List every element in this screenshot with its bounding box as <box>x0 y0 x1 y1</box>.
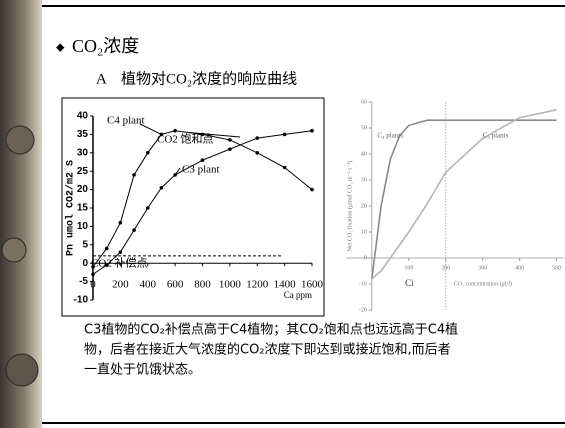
x-tick-label: 1200 <box>246 279 269 291</box>
x-axis-label: CO₂ concentration (μl/l) <box>454 280 512 287</box>
series-label: C4 plant <box>107 115 145 127</box>
annotation: Ci <box>405 278 414 288</box>
point <box>173 129 177 133</box>
point <box>255 136 259 140</box>
point <box>105 247 109 251</box>
point <box>201 158 205 162</box>
x-tick-label: 400 <box>515 265 524 271</box>
point <box>283 133 287 137</box>
y-tick-label: 40 <box>77 111 89 122</box>
y-tick-label: 10 <box>361 229 367 235</box>
point <box>119 250 123 254</box>
point <box>160 186 164 190</box>
point <box>132 228 136 232</box>
point <box>105 263 109 267</box>
bullet-mark: ◆ <box>56 42 65 54</box>
y-tick-label: 60 <box>361 99 367 105</box>
series-label: C3 plant <box>182 164 220 176</box>
y-tick-label: 40 <box>361 151 367 157</box>
series-label: C₃ plants <box>483 131 509 139</box>
point <box>146 151 150 155</box>
series-line <box>372 120 557 279</box>
point <box>255 151 259 155</box>
x-tick-label: 0 <box>90 279 96 291</box>
y-tick-label: -10 <box>74 295 89 306</box>
decor <box>6 126 34 154</box>
y-axis-label: Net CO₂ fixation (μmol CO₂ m⁻² s⁻¹) <box>346 161 353 252</box>
point <box>310 188 314 192</box>
x-tick-label: 1000 <box>219 279 242 291</box>
point <box>91 272 95 276</box>
y-tick-label: -20 <box>359 307 367 313</box>
point <box>119 221 123 225</box>
x-axis-label: Ca ppm <box>284 290 312 300</box>
y-tick-label: 20 <box>361 203 367 209</box>
y-tick-label: 0 <box>82 258 88 269</box>
point <box>91 265 95 269</box>
x-tick-label: 800 <box>194 279 211 291</box>
point <box>146 206 150 210</box>
x-tick-label: 1600 <box>301 279 324 291</box>
point <box>228 147 232 151</box>
caption-line: 一直处于饥饿状态。 <box>84 363 201 378</box>
y-tick-label: -5 <box>79 276 88 287</box>
decor <box>2 238 26 262</box>
x-tick-label: 400 <box>140 279 157 291</box>
x-tick-label: 300 <box>478 265 487 271</box>
y-tick-label: -10 <box>359 281 367 287</box>
point <box>310 129 314 133</box>
x-tick-label: 600 <box>167 279 184 291</box>
y-tick-label: 30 <box>77 147 89 158</box>
y-tick-label: 0 <box>364 255 367 261</box>
y-tick-label: 15 <box>77 203 89 214</box>
x-tick-label: 100 <box>404 265 413 271</box>
point <box>228 138 232 142</box>
y-tick-label: 10 <box>77 221 89 232</box>
bullet: CO₂浓度 <box>72 36 139 56</box>
y-axis-label: Pn umol CO2/m2 S <box>65 160 77 256</box>
y-tick-label: 20 <box>77 184 89 195</box>
x-tick-label: 500 <box>552 265 561 271</box>
x-tick-label: 1400 <box>274 279 297 291</box>
y-tick-label: 5 <box>82 239 88 250</box>
slide: ◆ CO₂浓度 A 植物对CO₂浓度的响应曲线 C3植物的CO₂补偿点高于C4植… <box>0 0 565 428</box>
caption-line: 物，后者在接近大气浓度的CO₂浓度下即达到或接近饱和,而后者 <box>84 342 451 358</box>
y-tick-label: 25 <box>77 166 89 177</box>
caption-line: C3植物的CO₂补偿点高于C4植物；其CO₂饱和点也远远高于C4植 <box>84 322 458 338</box>
y-tick-label: 30 <box>361 177 367 183</box>
point <box>283 166 287 170</box>
series-label: C₄ plants <box>377 131 403 139</box>
point <box>132 173 136 177</box>
x-tick-label: 200 <box>112 279 129 291</box>
y-tick-label: 35 <box>77 129 89 140</box>
subtitle: A 植物对CO₂浓度的响应曲线 <box>96 69 297 87</box>
decor <box>6 354 38 386</box>
y-tick-label: 50 <box>361 125 367 131</box>
